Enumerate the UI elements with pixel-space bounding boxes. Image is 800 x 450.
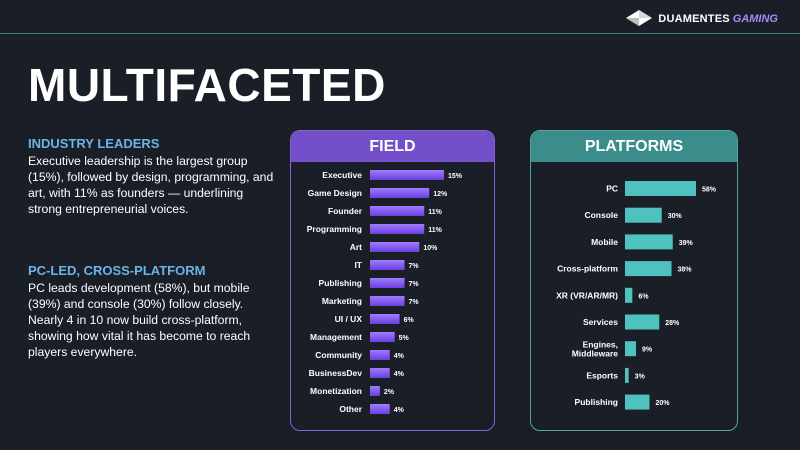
brand-accent: GAMING <box>732 13 778 25</box>
platform-value-label: 28% <box>665 320 680 327</box>
platform-category-label: Engines, Middleware <box>572 340 619 359</box>
field-value-label: 6% <box>404 317 415 324</box>
platforms-bar-chart: PC 58% Console 30% Mobile 39% Cross-platform 38… <box>556 181 717 410</box>
field-bar <box>370 224 425 234</box>
platform-value-label: 9% <box>642 347 653 354</box>
field-value-label: 11% <box>428 209 442 216</box>
platform-bar <box>625 287 633 303</box>
platform-category-label: Cross-platform <box>557 264 618 274</box>
platform-value-label: 30% <box>668 213 683 220</box>
field-category-label: Other <box>339 404 362 414</box>
field-value-label: 2% <box>384 389 395 396</box>
field-category-label: Marketing <box>322 296 362 306</box>
platform-bar <box>625 261 672 277</box>
field-value-label: 4% <box>394 371 405 378</box>
field-category-label: Management <box>310 332 362 342</box>
field-bar <box>370 242 420 252</box>
platform-bar <box>625 341 637 357</box>
field-bar <box>370 296 405 306</box>
field-value-label: 15% <box>448 173 463 180</box>
field-bar <box>370 404 390 414</box>
field-bar <box>370 350 390 360</box>
field-bar <box>370 332 395 342</box>
field-category-label: Programming <box>307 224 362 234</box>
field-bar <box>370 386 380 396</box>
platform-value-label: 6% <box>638 293 649 300</box>
field-chart-panel: FIELD Executive 15% Game Design 12% Founder 1… <box>290 130 495 431</box>
field-bar <box>370 314 400 324</box>
field-category-label: Founder <box>328 206 363 216</box>
diamond-logo-icon <box>626 10 653 26</box>
brand-logo-group: DUAMENTES GAMING <box>626 9 778 27</box>
section-pc-led: PC-LED, CROSS-PLATFORM PC leads developm… <box>28 263 278 360</box>
section-heading: PC-LED, CROSS-PLATFORM <box>28 263 206 278</box>
field-category-label: Game Design <box>308 188 362 198</box>
field-value-label: 5% <box>399 335 410 342</box>
platform-bar <box>625 181 696 196</box>
field-bar <box>370 206 425 216</box>
platform-value-label: 20% <box>655 400 670 407</box>
field-bar <box>370 278 405 288</box>
platform-category-label: Esports <box>586 370 618 380</box>
field-bar <box>370 188 430 198</box>
field-value-label: 12% <box>433 191 448 198</box>
platform-category-label: XR (VR/AR/MR) <box>556 290 618 300</box>
field-category-label: Publishing <box>319 278 362 288</box>
field-bar <box>370 170 444 180</box>
section-body: Executive leadership is the largest grou… <box>28 154 274 216</box>
section-body: PC leads development (58%), but mobile (… <box>28 281 251 359</box>
platform-bar <box>625 367 629 383</box>
platforms-chart-panel: PLATFORMS PC 58% Console 30% Mobile 39% Cross-… <box>530 130 738 431</box>
field-value-label: 10% <box>423 245 438 252</box>
field-category-label: Community <box>315 350 362 360</box>
platform-bar <box>625 207 662 223</box>
field-category-label: IT <box>354 260 362 270</box>
header-divider <box>0 33 800 34</box>
platform-category-label: PC <box>606 184 618 194</box>
platform-value-label: 39% <box>679 240 694 247</box>
field-value-label: 4% <box>394 407 405 414</box>
field-category-label: Art <box>350 242 362 252</box>
platform-value-label: 38% <box>678 267 693 274</box>
field-chart-title: FIELD <box>291 131 494 162</box>
platform-value-label: 58% <box>702 187 717 194</box>
field-value-label: 7% <box>409 263 420 270</box>
field-bar <box>370 260 405 270</box>
platform-bar <box>625 394 650 410</box>
platform-category-label: Console <box>584 210 618 220</box>
field-category-label: BusinessDev <box>309 368 363 378</box>
field-bar <box>370 368 390 378</box>
page-title: MULTIFACETED <box>28 59 386 111</box>
field-value-label: 7% <box>409 299 420 306</box>
field-category-label: UI / UX <box>335 314 363 324</box>
field-category-label: Executive <box>322 170 362 180</box>
brand-name: DUAMENTES <box>658 13 730 25</box>
field-value-label: 11% <box>428 227 442 234</box>
field-value-label: 4% <box>394 353 405 360</box>
field-bar-chart: Executive 15% Game Design 12% Founder 11% Prog… <box>307 170 463 414</box>
platform-category-label: Mobile <box>591 237 618 247</box>
platform-category-label: Publishing <box>575 397 618 407</box>
field-category-label: Monetization <box>310 386 362 396</box>
field-value-label: 7% <box>409 281 420 288</box>
platform-value-label: 3% <box>635 373 646 380</box>
platform-bar <box>625 314 660 330</box>
section-industry-leaders: INDUSTRY LEADERS Executive leadership is… <box>28 136 278 217</box>
platform-bar <box>625 234 673 250</box>
section-heading: INDUSTRY LEADERS <box>28 136 160 151</box>
platform-category-label: Services <box>583 317 618 327</box>
platforms-chart-title: PLATFORMS <box>531 131 737 162</box>
